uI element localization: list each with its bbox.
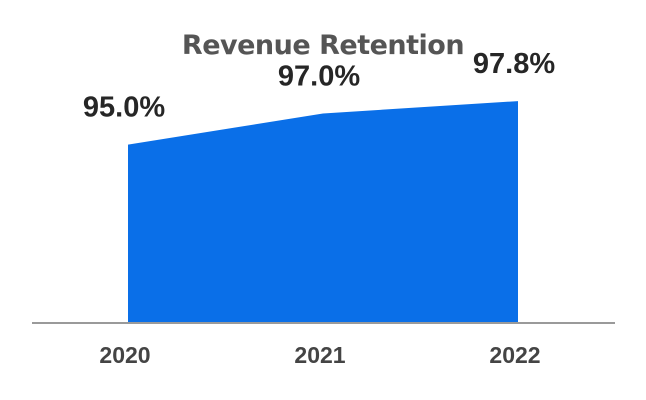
x-tick-label-2020: 2020 xyxy=(99,342,150,368)
area-layer xyxy=(128,101,518,323)
retention-area xyxy=(128,101,518,323)
data-label-2020: 95.0% xyxy=(83,92,165,124)
x-tick-label-2021: 2021 xyxy=(294,342,345,368)
data-label-2022: 97.8% xyxy=(473,48,555,80)
x-tick-label-2022: 2022 xyxy=(489,342,540,368)
chart-title: Revenue Retention xyxy=(182,30,464,61)
x-tick-layer: 2020 2021 2022 xyxy=(99,342,540,368)
data-label-layer: 95.0% 97.0% 97.8% xyxy=(83,48,555,124)
data-label-2021: 97.0% xyxy=(278,61,360,93)
